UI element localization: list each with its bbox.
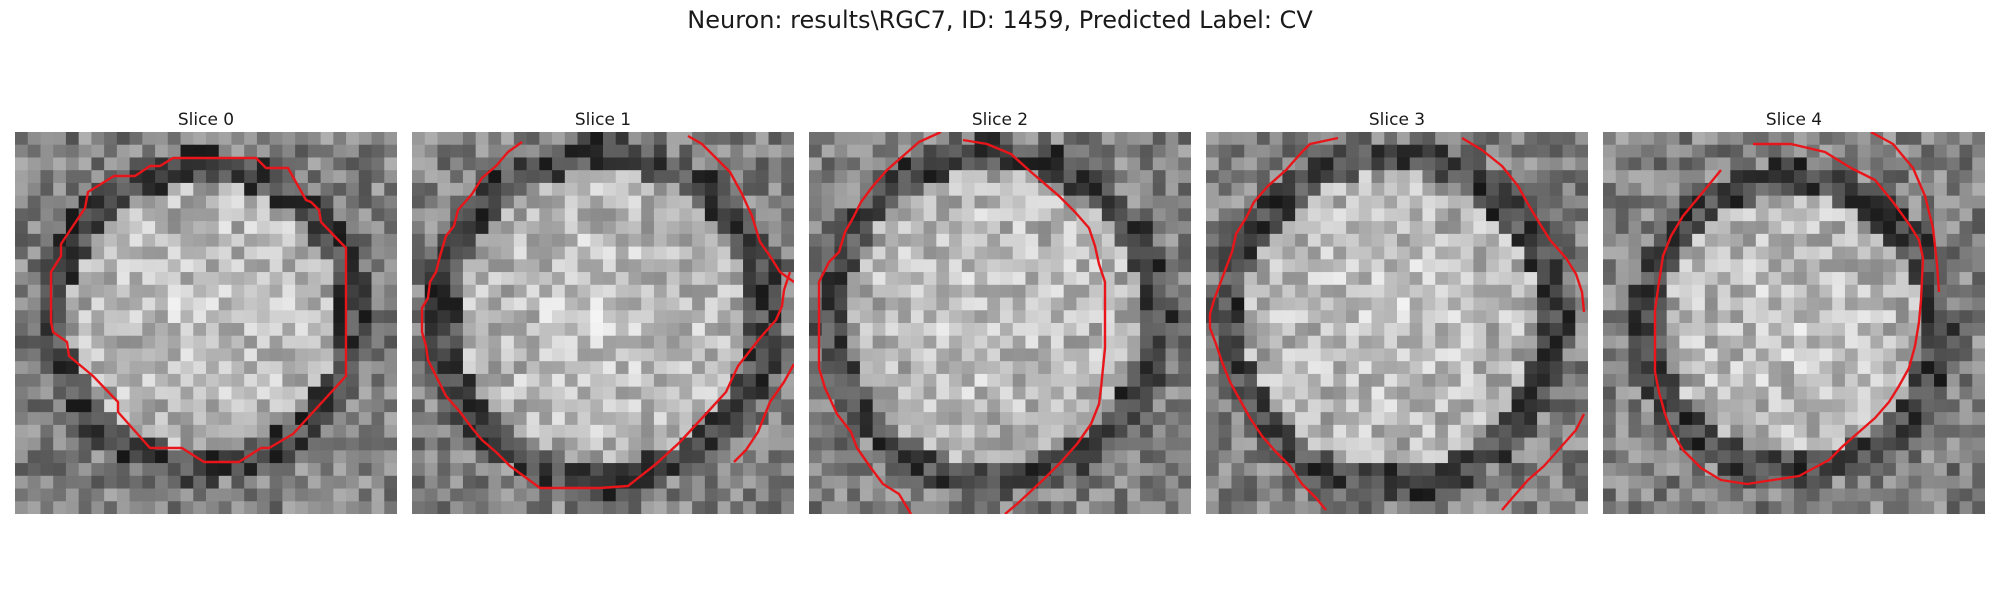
- slice-image: [15, 132, 397, 514]
- slice-title: Slice 4: [1765, 110, 1823, 130]
- slice-panel-2: Slice 2: [809, 108, 1191, 514]
- slice-image: [412, 132, 794, 514]
- slice-title: Slice 2: [971, 110, 1029, 130]
- cell-contour: [1461, 136, 1586, 313]
- slice-panel-4: Slice 4: [1603, 108, 1985, 514]
- cell-contour: [49, 156, 348, 464]
- slice-image: [809, 132, 1191, 514]
- pixel-grid: [809, 132, 1191, 514]
- cell-contour: [420, 141, 792, 490]
- cell-contour: [733, 363, 794, 463]
- slice-panel-0: Slice 0: [15, 108, 397, 514]
- cell-contour: [1044, 183, 1060, 197]
- figure-title: Neuron: results\RGC7, ID: 1459, Predicte…: [687, 6, 1313, 34]
- slice-title: Slice 3: [1368, 110, 1426, 130]
- slice-image: [1206, 132, 1588, 514]
- slice-image: [1603, 132, 1985, 514]
- pixel-grid: [1206, 132, 1588, 514]
- slice-panel-3: Slice 3: [1206, 108, 1588, 514]
- cell-contour: [1870, 132, 1941, 293]
- cell-contour: [817, 132, 942, 514]
- cell-contour: [1653, 142, 1925, 486]
- pixel-grid: [15, 132, 397, 514]
- slice-title: Slice 1: [574, 110, 632, 130]
- slice-title: Slice 0: [177, 110, 235, 130]
- pixel-grid: [1603, 132, 1985, 514]
- cell-contour: [962, 138, 1107, 514]
- cell-contour: [687, 134, 794, 283]
- cell-contour: [1208, 136, 1339, 511]
- pixel-grid: [412, 132, 794, 514]
- slice-panel-1: Slice 1: [412, 108, 794, 514]
- cell-contour: [1501, 413, 1586, 511]
